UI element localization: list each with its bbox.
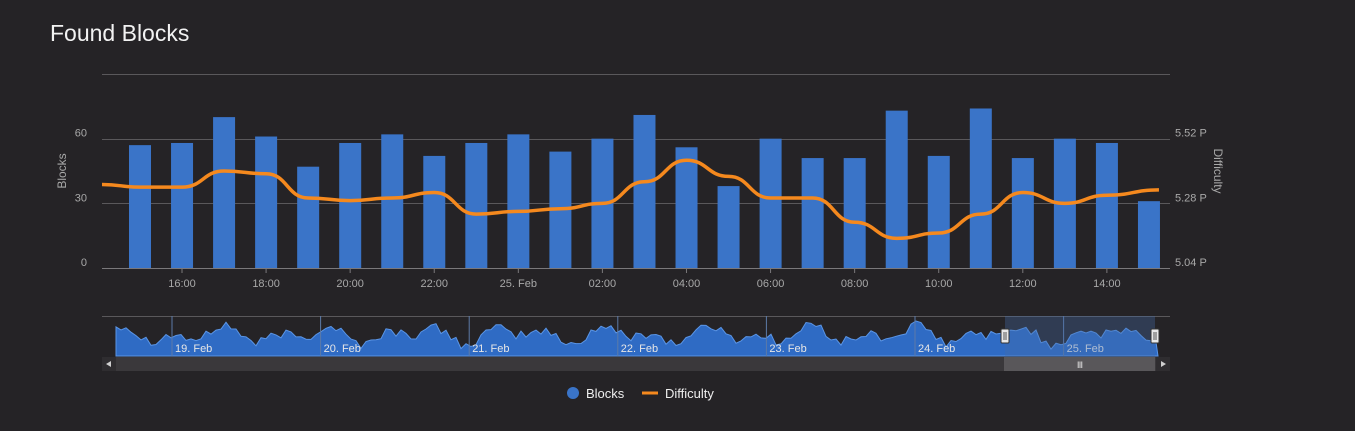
y2-tick-label: 5.52 P [1175,128,1207,140]
navigator-left-handle[interactable] [1000,328,1010,344]
x-tick-label: 14:00 [1093,278,1121,290]
bar [969,108,992,268]
legend-blocks-marker [567,387,579,399]
navigator-date-label: 21. Feb [472,343,509,355]
x-tick-label: 16:00 [168,278,196,290]
x-tick-label: 08:00 [841,278,869,290]
x-tick-label: 06:00 [757,278,785,290]
navigator-date-label: 22. Feb [621,343,658,355]
bar [381,134,404,268]
navigator-date-label: 25. Feb [1067,343,1104,355]
bar [129,145,151,268]
x-tick-label: 18:00 [252,278,280,290]
legend-blocks-label: Blocks [586,386,625,401]
y2-tick-label: 5.04 P [1175,257,1207,269]
bar [465,142,488,268]
bar [801,158,824,268]
scrollbar-grip-icon: Ⅲ [1077,360,1083,370]
y-tick-label: 60 [75,128,87,140]
y-axis-title: Blocks [55,153,69,188]
legend: Blocks Difficulty [567,386,714,401]
difficulty-series-line [101,158,1159,241]
y2-tick-label: 5.28 P [1175,192,1207,204]
bar [717,186,740,268]
bar [339,142,362,268]
y2-axis-title: Difficulty [1211,148,1225,193]
chart-title: Found Blocks [50,20,190,46]
bar [1137,201,1160,268]
bar [423,155,446,268]
bar [171,142,194,268]
scrollbar-track[interactable] [102,357,1170,371]
navigator-date-label: 23. Feb [769,343,806,355]
bar [1011,158,1034,268]
bar [885,110,908,269]
x-tick-label: 22:00 [420,278,448,290]
navigator[interactable]: 19. Feb 20. Feb 21. Feb 22. Feb 23. Feb 24. F… [102,316,1170,371]
chevron-right-icon [1161,361,1166,367]
axis-layer: 0 30 60 5.04 P 5.28 P 5.52 P Blocks Difficulty 1… [55,128,1225,290]
x-tick-label: 25. Feb [500,278,537,290]
navigator-date-label: 24. Feb [918,343,955,355]
bar [633,114,656,268]
bar [843,158,866,268]
x-tick-label: 04:00 [673,278,701,290]
navigator-right-handle[interactable] [1150,328,1160,344]
legend-difficulty-label: Difficulty [665,386,714,401]
bar [255,136,278,268]
y-tick-label: 0 [81,257,87,269]
bar [507,134,530,268]
bar [1095,142,1118,268]
bar [213,117,236,268]
x-tick-label: 02:00 [589,278,617,290]
y-tick-label: 30 [75,192,87,204]
line-layer [101,158,1159,241]
scrollbar-thumb[interactable] [1004,357,1155,371]
bar [675,147,698,268]
bar [927,155,950,268]
bar [759,138,782,268]
navigator-selection[interactable] [1005,316,1155,356]
navigator-date-label: 20. Feb [324,343,361,355]
x-tick-label: 12:00 [1009,278,1037,290]
bar [297,166,320,268]
x-tick-label: 10:00 [925,278,953,290]
chevron-left-icon [106,361,111,367]
x-tick-label: 20:00 [336,278,364,290]
bars-layer [129,108,1160,269]
navigator-area [115,320,1159,357]
navigator-date-label: 19. Feb [175,343,212,355]
